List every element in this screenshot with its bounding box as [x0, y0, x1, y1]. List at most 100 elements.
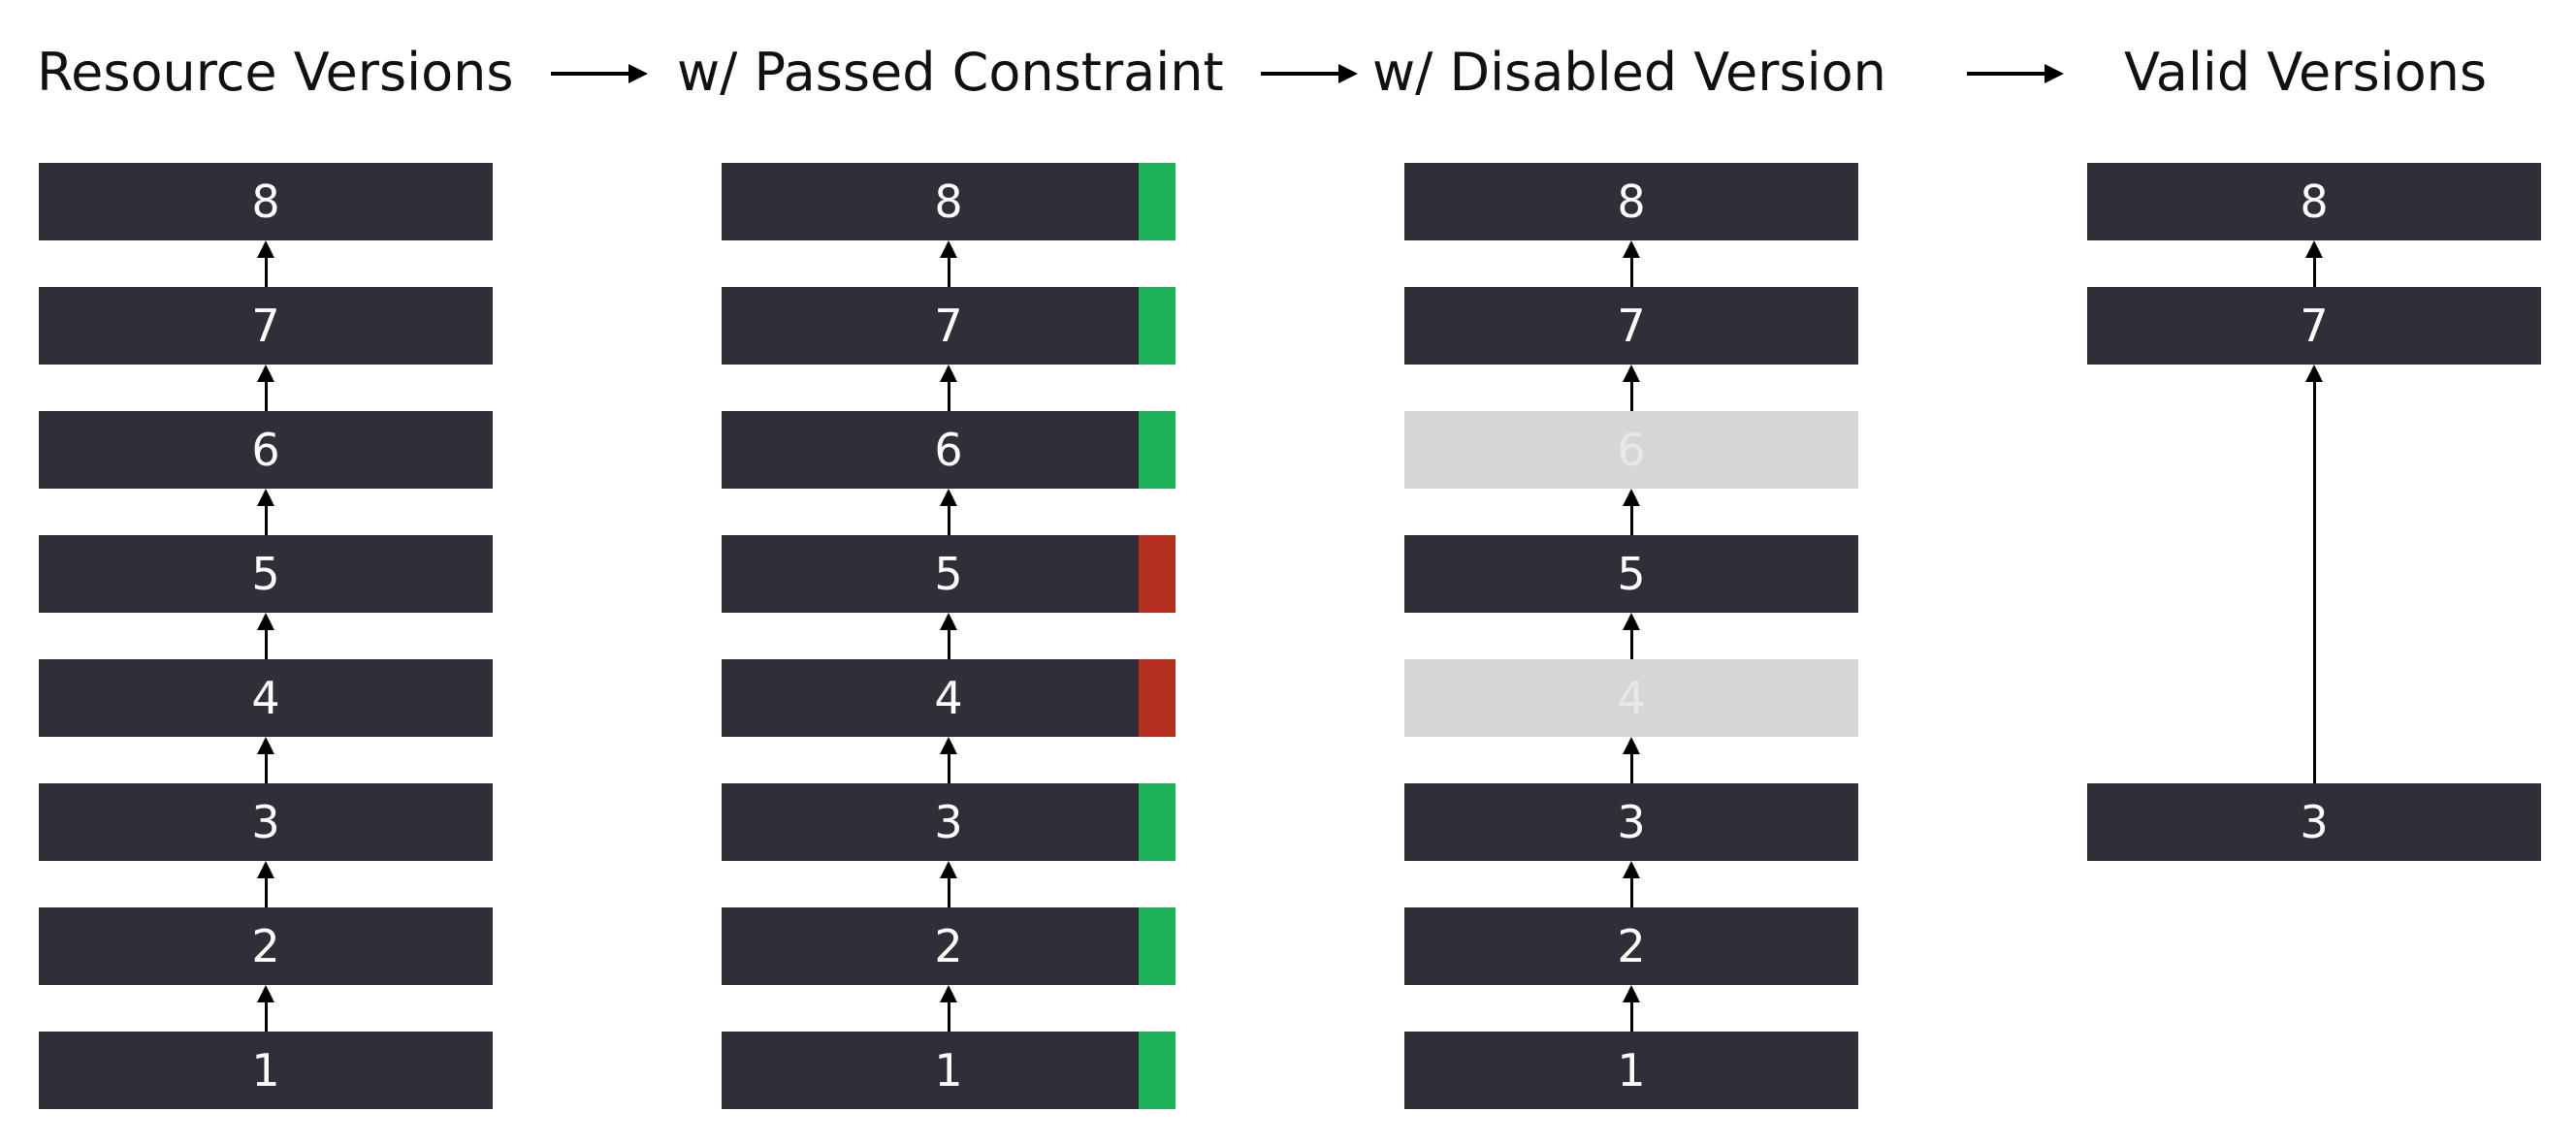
- version-box-2: 2: [1404, 907, 1858, 985]
- version-arrow-head: [2305, 365, 2323, 382]
- version-arrow: [265, 256, 268, 287]
- version-arrow-head: [940, 365, 957, 382]
- version-arrow-head: [940, 737, 957, 754]
- version-box-1: 1: [722, 1032, 1175, 1109]
- version-arrow-head: [257, 737, 274, 754]
- version-box-8: 8: [722, 163, 1175, 240]
- version-arrow: [265, 752, 268, 783]
- version-box-1: 1: [1404, 1032, 1858, 1109]
- version-arrow: [1630, 256, 1633, 287]
- version-box-6: 6: [39, 411, 493, 489]
- version-box-4-disabled: 4: [1404, 659, 1858, 737]
- version-arrow-head: [940, 861, 957, 878]
- version-label: 5: [251, 548, 280, 600]
- flow-arrow-1: [551, 64, 648, 83]
- version-box-2: 2: [39, 907, 493, 985]
- version-arrow-head: [940, 240, 957, 258]
- version-label: 2: [251, 920, 280, 972]
- version-label: 8: [2300, 175, 2329, 228]
- version-label: 1: [1617, 1044, 1646, 1096]
- version-box-6-disabled: 6: [1404, 411, 1858, 489]
- version-arrow: [1630, 628, 1633, 659]
- constraint-passed-indicator: [1139, 163, 1175, 240]
- version-arrow: [948, 504, 950, 535]
- version-box-3: 3: [39, 783, 493, 861]
- version-box-4: 4: [722, 659, 1175, 737]
- version-box-5: 5: [1404, 535, 1858, 613]
- heading-passed-constraint: w/ Passed Constraint: [677, 42, 1224, 103]
- version-label: 5: [1617, 548, 1646, 600]
- column-resource-versions: 8 7 6 5 4 3 2 1: [39, 0, 493, 1144]
- version-arrow-head: [1623, 737, 1640, 754]
- constraint-passed-indicator: [1139, 907, 1175, 985]
- version-arrow: [265, 380, 268, 411]
- version-label: 4: [934, 672, 963, 724]
- version-arrow-head: [1623, 985, 1640, 1002]
- version-box-8: 8: [2087, 163, 2541, 240]
- version-arrow: [2313, 256, 2316, 287]
- constraint-passed-indicator: [1139, 783, 1175, 861]
- version-arrow: [2313, 380, 2316, 783]
- version-label: 1: [251, 1044, 280, 1096]
- version-label: 8: [1617, 175, 1646, 228]
- version-box-4: 4: [39, 659, 493, 737]
- constraint-passed-indicator: [1139, 287, 1175, 365]
- version-arrow: [1630, 1001, 1633, 1032]
- version-arrow-head: [257, 240, 274, 258]
- version-arrow: [948, 380, 950, 411]
- version-arrow-head: [940, 613, 957, 630]
- version-arrow: [265, 628, 268, 659]
- version-label: 6: [1617, 424, 1646, 476]
- version-label: 7: [2300, 300, 2329, 352]
- version-box-7: 7: [2087, 287, 2541, 365]
- version-arrow-head: [1623, 365, 1640, 382]
- version-arrow-head: [257, 489, 274, 506]
- version-arrow: [1630, 752, 1633, 783]
- version-box-2: 2: [722, 907, 1175, 985]
- version-label: 8: [934, 175, 963, 228]
- constraint-passed-indicator: [1139, 1032, 1175, 1109]
- version-label: 1: [934, 1044, 963, 1096]
- version-box-3: 3: [722, 783, 1175, 861]
- version-label: 4: [1617, 672, 1646, 724]
- version-box-7: 7: [1404, 287, 1858, 365]
- constraint-passed-indicator: [1139, 411, 1175, 489]
- version-label: 6: [934, 424, 963, 476]
- version-arrow: [948, 1001, 950, 1032]
- version-arrow: [265, 1001, 268, 1032]
- version-arrow: [948, 628, 950, 659]
- version-arrow: [1630, 876, 1633, 907]
- version-box-6: 6: [722, 411, 1175, 489]
- version-arrow: [948, 752, 950, 783]
- version-arrow-head: [940, 489, 957, 506]
- version-label: 8: [251, 175, 280, 228]
- version-arrow-head: [1623, 861, 1640, 878]
- version-arrow: [1630, 504, 1633, 535]
- constraint-failed-indicator: [1139, 535, 1175, 613]
- version-arrow-head: [1623, 613, 1640, 630]
- version-arrow-head: [2305, 240, 2323, 258]
- column-passed-constraint: 8 7 6 5 4 3 2 1: [722, 0, 1175, 1144]
- column-valid-versions: 8 7 3: [2087, 0, 2541, 1144]
- version-label: 7: [934, 300, 963, 352]
- version-label: 7: [251, 300, 280, 352]
- version-label: 3: [934, 796, 963, 848]
- version-label: 3: [1617, 796, 1646, 848]
- version-box-7: 7: [39, 287, 493, 365]
- version-label: 4: [251, 672, 280, 724]
- version-arrow-head: [257, 613, 274, 630]
- version-box-8: 8: [1404, 163, 1858, 240]
- version-arrow-head: [940, 985, 957, 1002]
- version-box-1: 1: [39, 1032, 493, 1109]
- version-arrow: [948, 256, 950, 287]
- version-arrow: [265, 876, 268, 907]
- version-box-5: 5: [722, 535, 1175, 613]
- constraint-failed-indicator: [1139, 659, 1175, 737]
- version-arrow: [265, 504, 268, 535]
- version-arrow: [1630, 380, 1633, 411]
- version-arrow-head: [1623, 240, 1640, 258]
- version-arrow: [948, 876, 950, 907]
- version-label: 3: [2300, 796, 2329, 848]
- version-box-8: 8: [39, 163, 493, 240]
- version-arrow-head: [257, 365, 274, 382]
